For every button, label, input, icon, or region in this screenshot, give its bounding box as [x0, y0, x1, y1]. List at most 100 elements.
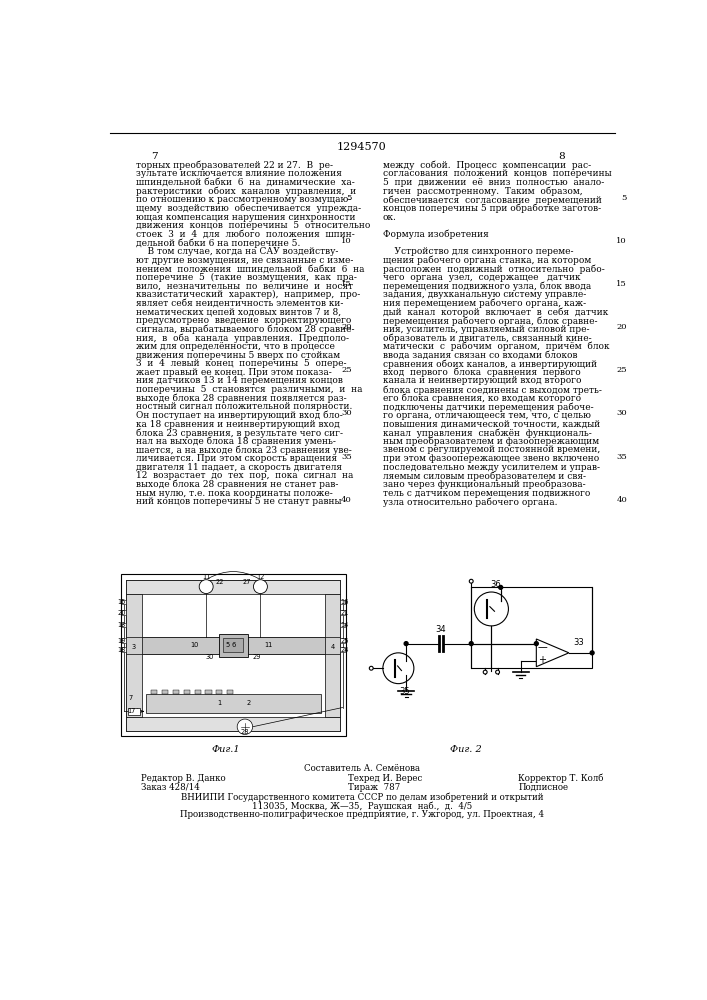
Text: 15: 15	[117, 599, 126, 605]
Bar	[162, 690, 168, 694]
Circle shape	[404, 642, 408, 646]
Text: 1: 1	[217, 700, 221, 706]
Bar	[472, 587, 592, 668]
Text: 7: 7	[151, 152, 158, 161]
Text: 18: 18	[117, 647, 126, 653]
Text: 14: 14	[341, 622, 349, 628]
Text: ний концов поперечины 5 не станут равны: ний концов поперечины 5 не станут равны	[136, 497, 342, 506]
Text: жает правый ее конец. При этом показа-: жает правый ее конец. При этом показа-	[136, 368, 332, 377]
Text: го органа, отличающееся тем, что, с целью: го органа, отличающееся тем, что, с цель…	[383, 411, 591, 420]
Text: узла относительно рабочего органа.: узла относительно рабочего органа.	[383, 497, 557, 507]
Text: блока 23 сравнения, в результате чего сиг-: блока 23 сравнения, в результате чего си…	[136, 428, 344, 438]
Bar	[121, 574, 346, 736]
Text: личивается. При этом скорость вращения: личивается. При этом скорость вращения	[136, 454, 337, 463]
Bar	[127, 637, 340, 654]
Text: блока сравнения соединены с выходом треть-: блока сравнения соединены с выходом трет…	[383, 385, 602, 395]
Circle shape	[469, 642, 473, 646]
Bar	[325, 594, 340, 717]
Text: 33: 33	[573, 638, 583, 647]
Text: его блока сравнения, ко входам которого: его блока сравнения, ко входам которого	[383, 394, 581, 403]
Circle shape	[474, 592, 508, 626]
Text: 25: 25	[341, 638, 349, 644]
Text: 113035, Москва, Ж—35,  Раушская  наб.,  д.  4/5: 113035, Москва, Ж—35, Раушская наб., д. …	[252, 801, 472, 811]
Text: 13: 13	[117, 622, 126, 628]
Bar	[122, 647, 127, 652]
Text: Редактор В. Данко: Редактор В. Данко	[141, 774, 226, 783]
Text: перемещения подвижного узла, блок ввода: перемещения подвижного узла, блок ввода	[383, 282, 591, 291]
Text: 22: 22	[215, 579, 223, 585]
Circle shape	[496, 670, 500, 674]
Text: расположен  подвижный  относительно  рабо-: расположен подвижный относительно рабо-	[383, 264, 604, 274]
Text: тель с датчиком перемещения подвижного: тель с датчиком перемещения подвижного	[383, 489, 590, 498]
Text: стоек  3  и  4  для  любого  положения  шпин-: стоек 3 и 4 для любого положения шпин-	[136, 230, 355, 239]
Text: вило,  незначительны  по  величине  и  носят: вило, незначительны по величине и носят	[136, 282, 354, 291]
Text: 8: 8	[558, 152, 564, 161]
Bar	[122, 623, 127, 627]
Text: 28: 28	[240, 729, 249, 735]
Text: 5  при  движении  её  вниз  полностью  анало-: 5 при движении её вниз полностью анало-	[383, 178, 604, 187]
Text: повышения динамической точности, каждый: повышения динамической точности, каждый	[383, 420, 600, 429]
Text: 25: 25	[617, 366, 627, 374]
Text: ния,  в  оба  канала  управления.  Предполо-: ния, в оба канала управления. Предполо-	[136, 333, 349, 343]
Bar	[122, 610, 127, 615]
Text: 20: 20	[117, 610, 126, 616]
Text: 40: 40	[617, 496, 627, 504]
Text: Он поступает на инвертирующий вход бло-: Он поступает на инвертирующий вход бло-	[136, 411, 343, 420]
Bar	[146, 694, 321, 713]
Text: 3: 3	[132, 644, 136, 650]
Bar	[223, 638, 243, 652]
Text: обеспечивается  согласование  перемещений: обеспечивается согласование перемещений	[383, 195, 602, 205]
Text: сравнения обоих каналов, а инвертирующий: сравнения обоих каналов, а инвертирующий	[383, 359, 597, 369]
Text: предусмотрено  введение  корректирующего: предусмотрено введение корректирующего	[136, 316, 352, 325]
Text: движения поперечины 5 вверх по стойкам: движения поперечины 5 вверх по стойкам	[136, 351, 341, 360]
Text: 5: 5	[346, 194, 352, 202]
Text: 20: 20	[617, 323, 627, 331]
Text: перемещения рабочего органа, блок сравне-: перемещения рабочего органа, блок сравне…	[383, 316, 597, 326]
Text: 10: 10	[617, 237, 627, 245]
Text: жим для определённости, что в процессе: жим для определённости, что в процессе	[136, 342, 335, 351]
Bar	[340, 647, 345, 652]
Circle shape	[253, 580, 267, 594]
Text: 7: 7	[128, 695, 132, 701]
Text: дельной бабки 6 на поперечине 5.: дельной бабки 6 на поперечине 5.	[136, 238, 300, 248]
Bar	[184, 690, 190, 694]
Text: 29: 29	[252, 654, 261, 660]
Bar	[340, 638, 345, 643]
Text: ным нулю, т.е. пока координаты положе-: ным нулю, т.е. пока координаты положе-	[136, 489, 333, 498]
Text: при этом фазоопережающее звено включено: при этом фазоопережающее звено включено	[383, 454, 599, 463]
Text: матически  с  рабочим  органом,  причём  блок: матически с рабочим органом, причём блок	[383, 342, 609, 351]
Text: ния, усилитель, управляемый силовой пре-: ния, усилитель, управляемый силовой пре-	[383, 325, 590, 334]
Text: щему  воздействию  обеспечивается  упрежда-: щему воздействию обеспечивается упрежда-	[136, 204, 361, 213]
Text: Фиг.1: Фиг.1	[211, 745, 240, 754]
Text: Устройство для синхронного переме-: Устройство для синхронного переме-	[383, 247, 573, 256]
Bar	[127, 717, 340, 731]
Circle shape	[237, 719, 252, 734]
Text: 16: 16	[341, 599, 349, 605]
Bar	[218, 634, 248, 657]
Text: 17: 17	[127, 708, 135, 714]
Text: 1294570: 1294570	[337, 142, 387, 152]
Text: гичен  рассмотренному.  Таким  образом,: гичен рассмотренному. Таким образом,	[383, 187, 583, 196]
Polygon shape	[537, 639, 569, 667]
Text: звеном с регулируемой постоянной времени,: звеном с регулируемой постоянной времени…	[383, 445, 600, 454]
Text: В том случае, когда на САУ воздейству-: В том случае, когда на САУ воздейству-	[136, 247, 339, 256]
Circle shape	[534, 642, 538, 646]
Text: Подписное: Подписное	[518, 783, 568, 792]
Bar	[173, 690, 179, 694]
Text: 10: 10	[190, 642, 199, 648]
Text: дый  канал  которой  включает  в  себя  датчик: дый канал которой включает в себя датчик	[383, 307, 608, 317]
Bar	[128, 708, 140, 715]
Text: рактеристики  обоих  каналов  управления,  и: рактеристики обоих каналов управления, и	[136, 187, 356, 196]
Bar	[127, 580, 340, 731]
Bar	[216, 690, 223, 694]
Bar	[142, 637, 325, 654]
Text: 25: 25	[341, 366, 352, 374]
Text: вход  первого  блока  сравнения  первого: вход первого блока сравнения первого	[383, 368, 580, 377]
Bar	[122, 600, 127, 604]
Text: ок.: ок.	[383, 213, 397, 222]
Bar	[122, 638, 127, 643]
Text: ка 18 сравнения и неинвертирующий вход: ка 18 сравнения и неинвертирующий вход	[136, 420, 340, 429]
Circle shape	[199, 580, 213, 594]
Text: чего  органа  узел,  содержащее   датчик: чего органа узел, содержащее датчик	[383, 273, 580, 282]
Text: Заказ 428/14: Заказ 428/14	[141, 783, 200, 792]
